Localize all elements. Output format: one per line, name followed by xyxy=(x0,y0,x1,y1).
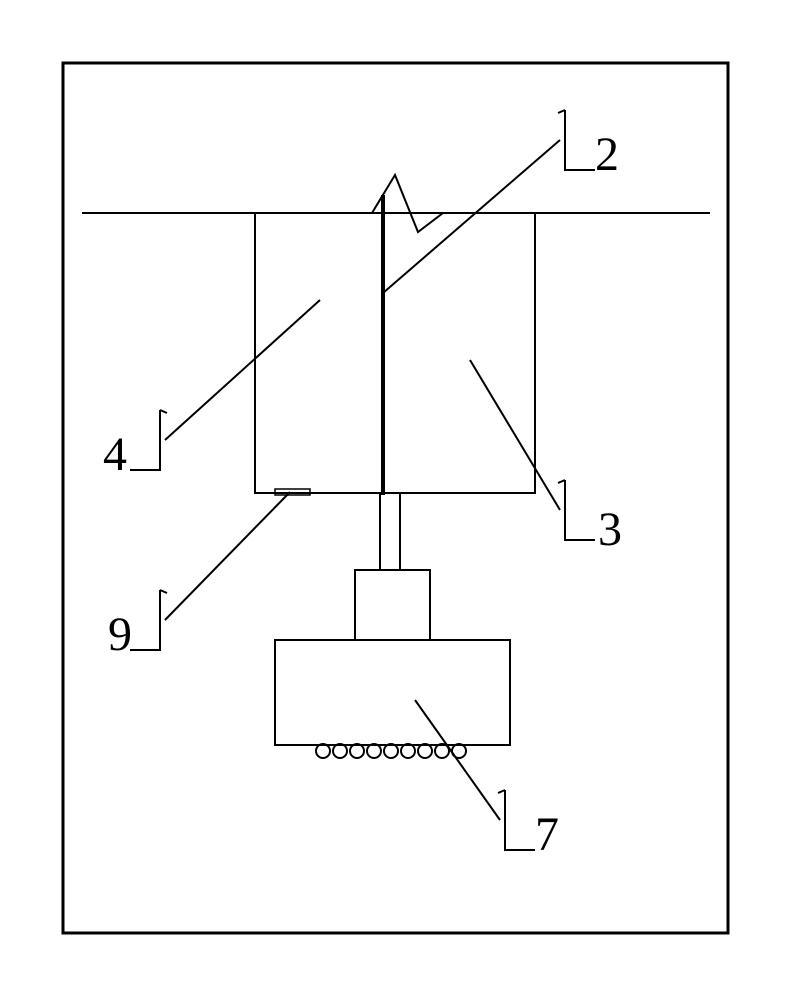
tooth-circle xyxy=(367,744,381,758)
leader-line-9 xyxy=(165,492,290,620)
tooth-circle xyxy=(333,744,347,758)
tooth-circle xyxy=(316,744,330,758)
label-2: 2 xyxy=(595,128,619,181)
leader-line-2 xyxy=(383,140,560,293)
leader-line-7 xyxy=(415,700,500,820)
leader-line-3 xyxy=(470,360,560,510)
tooth-circle xyxy=(350,744,364,758)
bracket-3 xyxy=(558,480,595,540)
bracket-4 xyxy=(130,410,167,470)
label-7: 7 xyxy=(535,808,559,861)
technical-diagram: 2 3 4 7 9 xyxy=(0,0,791,1000)
bracket-7 xyxy=(498,790,535,850)
ground-line xyxy=(82,175,710,232)
tooth-circle xyxy=(384,744,398,758)
tooth-circle xyxy=(418,744,432,758)
label-9: 9 xyxy=(108,608,132,661)
bracket-2 xyxy=(558,110,595,170)
label-3: 3 xyxy=(598,503,622,556)
tooth-circle xyxy=(401,744,415,758)
bracket-9 xyxy=(130,590,167,650)
outer-border xyxy=(63,63,728,933)
upper-housing xyxy=(255,213,535,493)
leader-line-4 xyxy=(165,300,320,440)
label-4: 4 xyxy=(103,428,127,481)
drill-teeth xyxy=(316,744,466,758)
drill-head xyxy=(275,640,510,745)
shaft-collar xyxy=(355,570,430,640)
